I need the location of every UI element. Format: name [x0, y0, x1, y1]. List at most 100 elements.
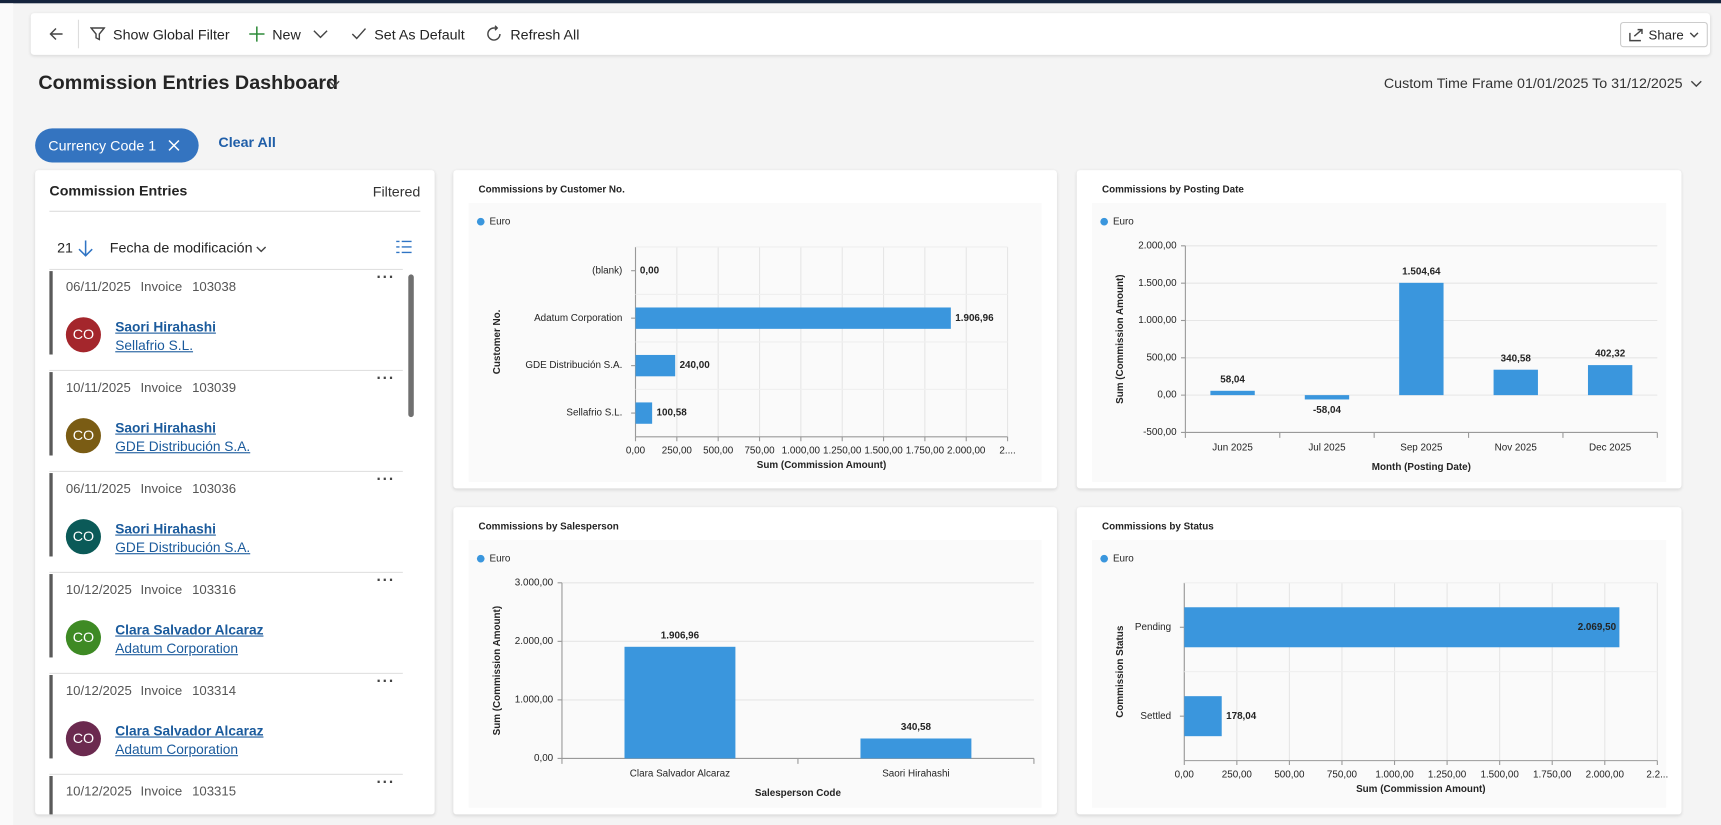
x-axis-title: Sum (Commission Amount): [1356, 784, 1485, 795]
entry-menu[interactable]: ···: [376, 772, 396, 791]
value-label: 1.906,96: [955, 313, 994, 324]
refresh-icon: [487, 25, 501, 41]
entry-date: 10/12/2025: [65, 682, 132, 699]
entry-accent: [49, 675, 53, 759]
entry-menu[interactable]: ···: [376, 469, 396, 488]
entry-customer[interactable]: Adatum Corporation: [115, 640, 239, 657]
x-axis-title: Month (Posting Date): [1372, 462, 1471, 473]
sort-dropdown[interactable]: [255, 243, 268, 256]
sort-field[interactable]: Fecha de modificación: [109, 239, 253, 256]
entry-name[interactable]: Clara Salvador Alcaraz: [115, 622, 264, 638]
entry-accent: [49, 775, 53, 815]
entry-customer[interactable]: GDE Distribución S.A.: [115, 439, 251, 455]
y-tick-label: 3.000,00: [515, 577, 554, 588]
clear-all[interactable]: Clear All: [218, 133, 276, 151]
entry-customer[interactable]: Sellafrio S.L.: [115, 338, 194, 354]
value-label: 340,58: [901, 722, 932, 733]
entry-menu[interactable]: ···: [376, 368, 396, 387]
show-global-filter-button[interactable]: Show Global Filter: [90, 13, 230, 55]
share-button[interactable]: Share: [1620, 21, 1708, 48]
view-toggle[interactable]: [395, 239, 413, 254]
title-dropdown[interactable]: [327, 77, 341, 91]
value-label: -58,04: [1313, 405, 1341, 416]
entry-name[interactable]: Saori Hirahashi: [115, 319, 216, 335]
list-status: Filtered: [372, 183, 421, 200]
avatar-initials: CO: [72, 729, 95, 747]
y-axis-title: Sum (Commission Amount): [1115, 274, 1126, 403]
x-tick-label: 2.000,00: [947, 446, 986, 457]
y-tick-label: 2.000,00: [515, 636, 554, 647]
entry-divider: [49, 369, 403, 371]
time-frame-dropdown[interactable]: [1689, 77, 1703, 91]
x-tick-label: 500,00: [703, 446, 734, 457]
x-tick-label: 1.000,00: [1375, 770, 1414, 781]
bar: [1304, 395, 1350, 400]
x-tick-label: 1.250,00: [823, 446, 862, 457]
x-category-label: Jun 2025: [1212, 442, 1253, 453]
entry-name[interactable]: Saori Hirahashi: [115, 420, 216, 436]
top-strip: [0, 0, 1721, 4]
entry-number: 103314: [192, 682, 237, 699]
entry-name[interactable]: Clara Salvador Alcaraz: [115, 723, 264, 739]
entry-customer[interactable]: GDE Distribución S.A.: [115, 540, 251, 556]
avatar: CO: [65, 317, 101, 353]
y-tick-label: 1.500,00: [1138, 278, 1177, 289]
plus-icon: [249, 26, 265, 42]
bar: [1399, 282, 1444, 396]
entry-menu[interactable]: ···: [376, 267, 396, 286]
x-category-label: Jul 2025: [1308, 442, 1346, 453]
entry-accent: [49, 574, 53, 658]
entry-type: Invoice: [140, 278, 183, 295]
button-label: Share: [1648, 26, 1684, 43]
new-dropdown[interactable]: [313, 13, 328, 55]
legend-marker: [1100, 217, 1109, 226]
back-button[interactable]: [48, 13, 63, 55]
y-tick-label: 0,00: [534, 753, 554, 764]
bar: [860, 738, 972, 759]
chart-card: Commissions by Customer No. Euro 0,00 250,0…: [453, 170, 1057, 489]
chart-card: Commissions by Salesperson Euro 0,00 1.000,…: [453, 507, 1057, 815]
new-button[interactable]: New: [249, 13, 301, 55]
entry-divider: [49, 571, 403, 573]
refresh-all-button[interactable]: Refresh All: [485, 13, 579, 55]
x-tick-label: 0,00: [626, 446, 646, 457]
scrollbar: [408, 274, 414, 418]
avatar-initials: CO: [72, 628, 95, 646]
entry-customer[interactable]: Adatum Corporation: [115, 741, 239, 758]
bar: [1493, 369, 1538, 396]
chart-panel: [468, 540, 1042, 808]
time-frame[interactable]: Custom Time Frame 01/01/2025 To 31/12/20…: [1383, 74, 1683, 92]
x-tick-label: 1.500,00: [1480, 770, 1519, 781]
entry-accent: [49, 271, 53, 355]
value-label: 402,32: [1595, 349, 1626, 360]
entry-name[interactable]: Saori Hirahashi: [115, 521, 216, 537]
value-label: 2.069,50: [1578, 622, 1617, 633]
entry-menu[interactable]: ···: [376, 671, 396, 690]
entry-date: 06/11/2025: [65, 278, 131, 295]
entry-menu[interactable]: ···: [376, 570, 396, 589]
entry-number: 103316: [192, 581, 237, 598]
chip-remove[interactable]: [168, 139, 180, 151]
entry-date: 10/11/2025: [65, 379, 131, 396]
value-label: 240,00: [680, 360, 711, 371]
y-category-label: Pending: [1135, 622, 1171, 633]
value-label: 1.504,64: [1402, 266, 1441, 277]
legend-label: Euro: [1113, 553, 1134, 564]
entry-number: 103315: [192, 783, 237, 800]
value-label: 100,58: [657, 408, 688, 419]
x-category-label: Sep 2025: [1400, 442, 1443, 453]
separator: [49, 210, 421, 212]
sort-direction[interactable]: [78, 240, 93, 257]
set-as-default-button[interactable]: Set As Default: [351, 13, 465, 55]
filter-chip[interactable]: Currency Code 1: [35, 128, 199, 163]
x-category-label: Clara Salvador Alcaraz: [630, 768, 730, 779]
entry-divider: [49, 268, 403, 271]
filter-icon: [90, 27, 106, 41]
y-axis-title: Sum (Commission Amount): [492, 606, 503, 735]
y-tick-label: -500,00: [1143, 427, 1177, 438]
legend-marker: [476, 217, 485, 226]
back-icon: [49, 28, 63, 41]
chart-card: Commissions by Posting Date Euro -500,00 0,…: [1076, 170, 1682, 489]
